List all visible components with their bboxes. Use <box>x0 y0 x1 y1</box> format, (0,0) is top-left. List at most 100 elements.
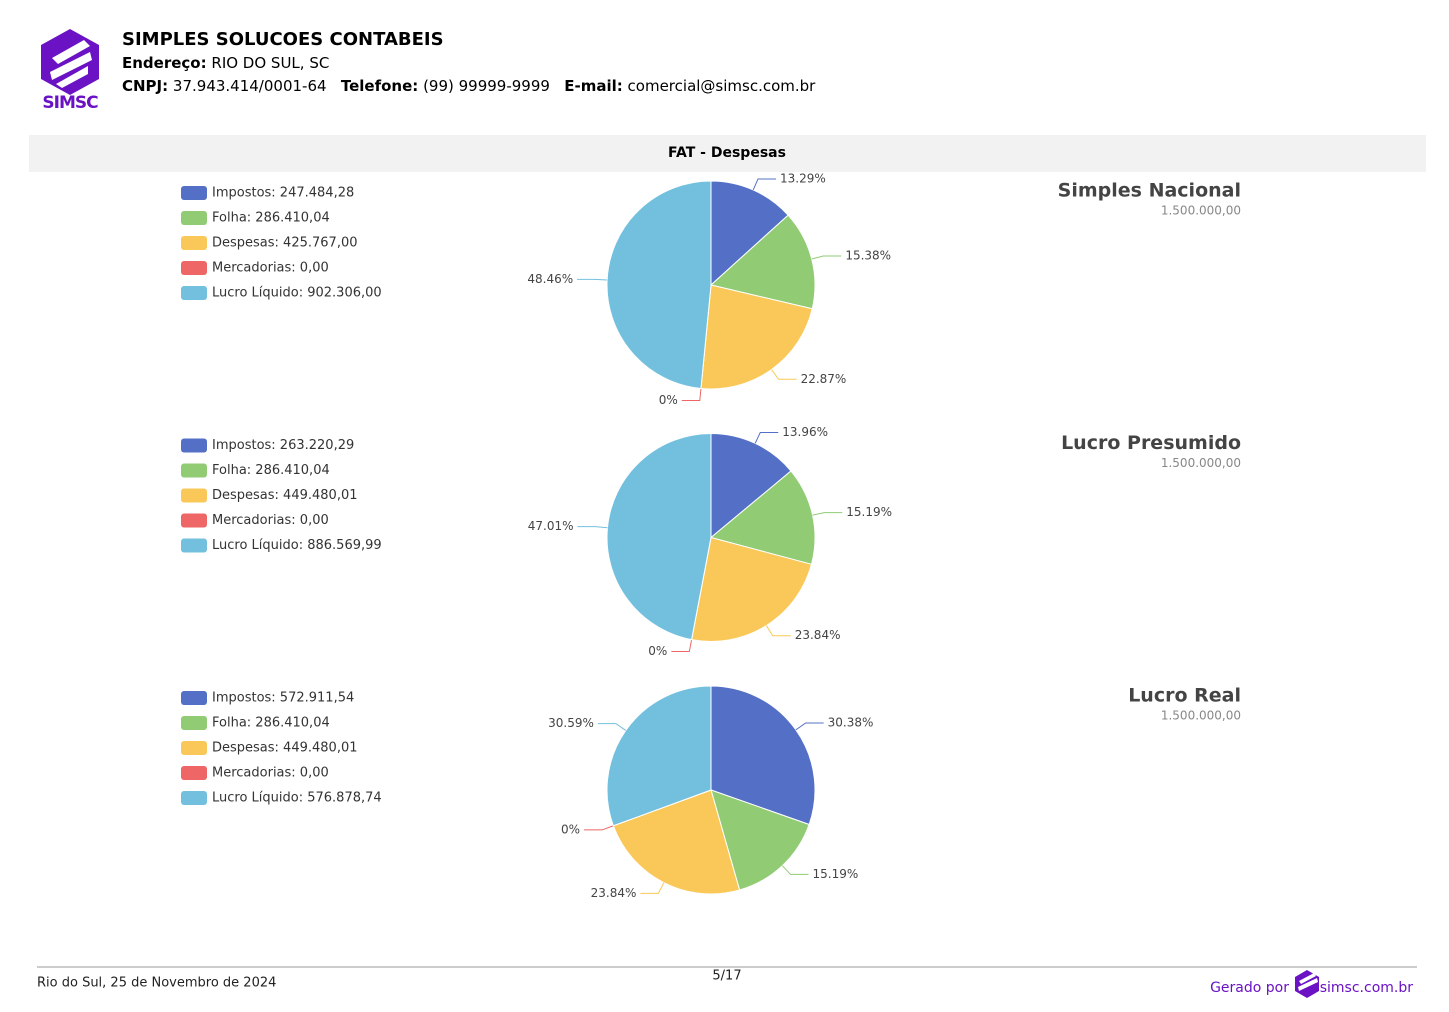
pie-slice <box>709 470 816 565</box>
chart-title: Lucro Real <box>1128 685 1241 707</box>
legend-swatch <box>181 766 207 780</box>
logo-text: SIMSC <box>42 93 98 113</box>
legend-label: Folha: 286.410,04 <box>212 463 330 478</box>
slice-label: 15.19% <box>846 505 892 519</box>
legend-label: Lucro Líquido: 902.306,00 <box>212 286 382 301</box>
slice-label: 15.19% <box>813 867 859 881</box>
pie-slice <box>606 180 712 390</box>
label-leader <box>577 526 608 529</box>
legend-label: Mercadorias: 0,00 <box>212 261 329 276</box>
slice-label: 30.38% <box>828 715 874 729</box>
legend-swatch <box>181 691 207 705</box>
pie-slice <box>710 685 816 826</box>
label-leader <box>781 865 809 875</box>
legend-swatch <box>181 741 207 755</box>
legend-label: Lucro Líquido: 886.569,99 <box>212 538 382 553</box>
chart-title: Simples Nacional <box>1058 180 1241 202</box>
label-leader <box>754 431 779 444</box>
pie-slice <box>709 214 816 310</box>
slice-label: 48.46% <box>527 272 573 286</box>
chart-title: Lucro Presumido <box>1061 432 1241 454</box>
site: simsc.com.br <box>1320 980 1414 996</box>
slice-label: 13.96% <box>782 425 828 439</box>
footer-logo <box>1295 970 1319 998</box>
legend-swatch <box>181 186 207 200</box>
phone-label: Telefone: <box>341 77 418 95</box>
generated-by: Gerado por <box>1210 980 1289 996</box>
label-leader <box>795 722 824 731</box>
phone: (99) 99999-9999 <box>423 77 550 95</box>
label-leader <box>597 723 627 731</box>
pie-slice <box>710 789 810 891</box>
logo: SIMSC <box>41 29 99 113</box>
slice-label: 30.59% <box>548 716 594 730</box>
label-leader <box>752 178 777 191</box>
chart-subtitle: 1.500.000,00 <box>1161 456 1241 470</box>
slice-label: 22.87% <box>801 372 847 386</box>
legend-swatch <box>181 488 207 503</box>
slice-label: 47.01% <box>528 519 574 533</box>
legend-label: Mercadorias: 0,00 <box>212 766 329 781</box>
address-label: Endereço: <box>122 54 207 72</box>
legend-label: Impostos: 247.484,28 <box>212 186 354 201</box>
legend-label: Impostos: 263.220,29 <box>212 438 354 453</box>
legend-swatch <box>181 286 207 300</box>
address: RIO DO SUL, SC <box>211 54 329 72</box>
cnpj: 37.943.414/0001-64 <box>173 77 327 95</box>
slice-label: 13.29% <box>780 171 826 185</box>
company-name: SIMPLES SOLUCOES CONTABEIS <box>122 29 444 50</box>
section-title: FAT - Despesas <box>668 145 786 161</box>
pie-chart: Simples Nacional 1.500.000,00 Impostos: 24… <box>181 171 1241 407</box>
address-line: Endereço: RIO DO SUL, SC <box>122 54 329 72</box>
email-label: E-mail: <box>564 77 623 95</box>
label-leader <box>681 388 702 401</box>
legend-swatch <box>181 236 207 250</box>
legend-label: Lucro Líquido: 576.878,74 <box>212 791 382 806</box>
page-number: 5/17 <box>712 969 741 984</box>
legend-label: Impostos: 572.911,54 <box>212 691 354 706</box>
legend-label: Despesas: 425.767,00 <box>212 236 358 251</box>
legend-label: Despesas: 449.480,01 <box>212 488 358 503</box>
legend-swatch <box>181 463 207 478</box>
legend-swatch <box>181 791 207 805</box>
label-leader <box>812 512 843 516</box>
label-leader <box>765 625 791 637</box>
legend-label: Despesas: 449.480,01 <box>212 741 358 756</box>
legend-label: Folha: 286.410,04 <box>212 211 330 226</box>
legend-swatch <box>181 438 207 453</box>
label-leader <box>640 882 665 894</box>
legend-swatch <box>181 538 207 553</box>
section-bar <box>29 135 1426 172</box>
pie-slice <box>710 432 792 539</box>
legend-swatch <box>181 716 207 730</box>
pie-slice <box>606 432 712 641</box>
charts: Simples Nacional 1.500.000,00 Impostos: 24… <box>181 171 1241 900</box>
pie-slice <box>690 536 813 642</box>
legend-swatch <box>181 261 207 275</box>
label-leader <box>671 639 693 652</box>
chart-subtitle: 1.500.000,00 <box>1161 709 1241 723</box>
slice-label: 23.84% <box>795 628 841 642</box>
legend-swatch <box>181 211 207 225</box>
email: comercial@simsc.com.br <box>628 77 817 95</box>
legend-label: Mercadorias: 0,00 <box>212 513 329 528</box>
slice-label: 0% <box>648 644 667 658</box>
cnpj-label: CNPJ: <box>122 77 168 95</box>
legend-label: Folha: 286.410,04 <box>212 716 330 731</box>
contact-line: CNPJ: 37.943.414/0001-64 Telefone: (99) … <box>122 77 816 95</box>
slice-label: 15.38% <box>845 249 891 263</box>
label-leader <box>811 255 842 260</box>
pie-chart: Lucro Real 1.500.000,00 Impostos: 572.911,… <box>181 685 1241 900</box>
slice-label: 0% <box>561 822 580 836</box>
chart-subtitle: 1.500.000,00 <box>1161 204 1241 218</box>
footer-date: Rio do Sul, 25 de Novembro de 2024 <box>37 976 276 991</box>
label-leader <box>771 369 797 380</box>
pie-slice <box>612 789 741 895</box>
label-leader <box>577 278 608 281</box>
label-leader <box>584 825 614 831</box>
pie-slice <box>710 180 789 287</box>
slice-label: 23.84% <box>591 886 637 900</box>
pie-chart: Lucro Presumido 1.500.000,00 Impostos: 263… <box>181 425 1241 658</box>
